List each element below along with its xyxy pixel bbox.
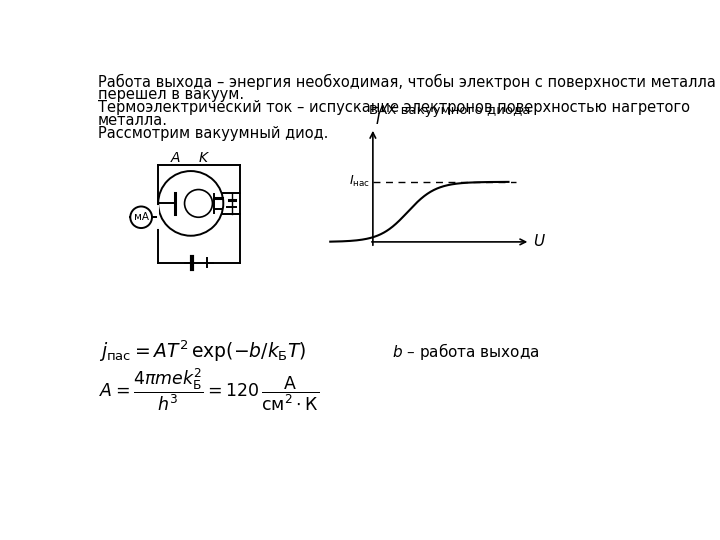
Text: мА: мА (134, 212, 148, 222)
Text: перешел в вакуум.: перешел в вакуум. (98, 87, 244, 102)
Text: I: I (376, 112, 380, 127)
Text: металла.: металла. (98, 113, 168, 129)
Circle shape (130, 206, 152, 228)
Text: ВАХ вакуумного диода: ВАХ вакуумного диода (369, 104, 531, 117)
Text: Работа выхода – энергия необходимая, чтобы электрон с поверхности металла: Работа выхода – энергия необходимая, что… (98, 74, 716, 90)
Text: $b$ – работа выхода: $b$ – работа выхода (392, 341, 540, 362)
Text: A: A (171, 151, 180, 165)
Text: Термоэлектрический ток – испускание электронов поверхностью нагретого: Термоэлектрический ток – испускание элек… (98, 100, 690, 115)
Text: $j_{\mathrm{пас}} = AT^2\,\mathrm{exp}(-b/k_{\mathrm{Б}}T)$: $j_{\mathrm{пас}} = AT^2\,\mathrm{exp}(-… (99, 339, 307, 364)
Text: $A = \dfrac{4\pi m e k_{\mathrm{Б}}^2}{h^3} = 120\,\dfrac{\mathrm{А}}{\mathrm{см: $A = \dfrac{4\pi m e k_{\mathrm{Б}}^2}{h… (99, 367, 320, 413)
Text: K: K (199, 151, 207, 165)
Text: U: U (534, 234, 544, 248)
Text: Рассмотрим вакуумный диод.: Рассмотрим вакуумный диод. (98, 126, 328, 141)
Text: $I_{\mathregular{нас}}$: $I_{\mathregular{нас}}$ (348, 174, 370, 190)
